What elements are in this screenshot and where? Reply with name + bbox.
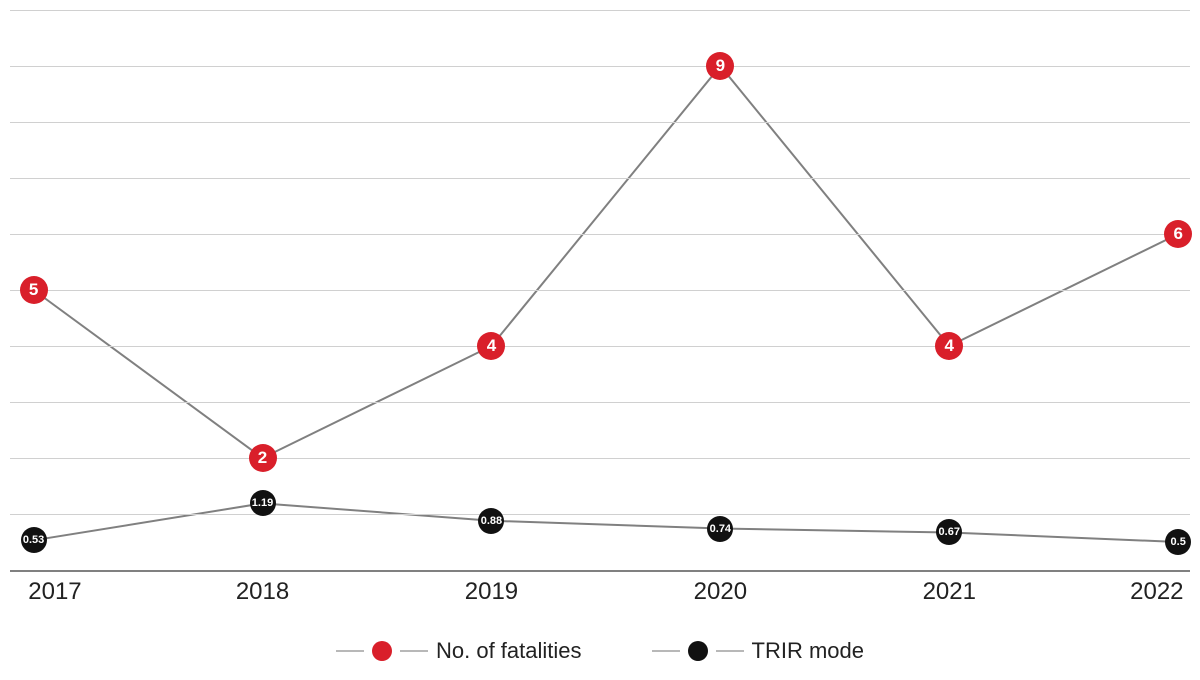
legend-item-trir: TRIR mode — [652, 638, 864, 664]
legend-connector — [400, 650, 428, 652]
x-axis-label: 2018 — [236, 578, 289, 606]
legend-label: TRIR mode — [752, 638, 864, 664]
marker-fatalities: 6 — [1164, 220, 1192, 248]
x-axis-label: 2019 — [465, 578, 518, 606]
x-axis-label: 2021 — [923, 578, 976, 606]
marker-fatalities: 9 — [706, 52, 734, 80]
legend-connector — [336, 650, 364, 652]
marker-trir: 1.19 — [250, 490, 276, 516]
gridline — [10, 10, 1190, 11]
gridline — [10, 122, 1190, 123]
gridline — [10, 402, 1190, 403]
legend-connector — [652, 650, 680, 652]
legend-connector — [716, 650, 744, 652]
x-axis-label: 2017 — [28, 578, 81, 606]
marker-trir: 0.88 — [478, 508, 504, 534]
marker-fatalities: 5 — [20, 276, 48, 304]
marker-trir: 0.53 — [21, 527, 47, 553]
legend: No. of fatalities TRIR mode — [0, 636, 1200, 666]
legend-dot-fatalities — [372, 641, 392, 661]
x-axis-label: 2022 — [1130, 578, 1183, 606]
legend-item-fatalities: No. of fatalities — [336, 638, 582, 664]
series-line-fatalities — [34, 66, 1179, 458]
gridline — [10, 66, 1190, 67]
marker-trir: 0.5 — [1165, 529, 1191, 555]
x-axis-labels: 2017 2018 2019 2020 2021 2022 — [10, 578, 1190, 608]
marker-fatalities: 4 — [477, 332, 505, 360]
x-axis-label: 2020 — [694, 578, 747, 606]
gridline — [10, 570, 1190, 572]
plot-area: 5 2 4 9 4 6 0.53 1.19 0.88 0.74 0.67 0.5 — [10, 10, 1190, 570]
marker-trir: 0.74 — [707, 516, 733, 542]
gridline — [10, 178, 1190, 179]
legend-dot-trir — [688, 641, 708, 661]
marker-trir: 0.67 — [936, 519, 962, 545]
series-line-trir — [34, 503, 1179, 542]
gridline — [10, 234, 1190, 235]
gridline — [10, 346, 1190, 347]
marker-fatalities: 2 — [249, 444, 277, 472]
gridline — [10, 290, 1190, 291]
gridline — [10, 514, 1190, 515]
marker-fatalities: 4 — [935, 332, 963, 360]
gridline — [10, 458, 1190, 459]
legend-label: No. of fatalities — [436, 638, 582, 664]
safety-chart: 5249460.531.190.880.740.670.5 2017201820… — [0, 0, 1200, 680]
